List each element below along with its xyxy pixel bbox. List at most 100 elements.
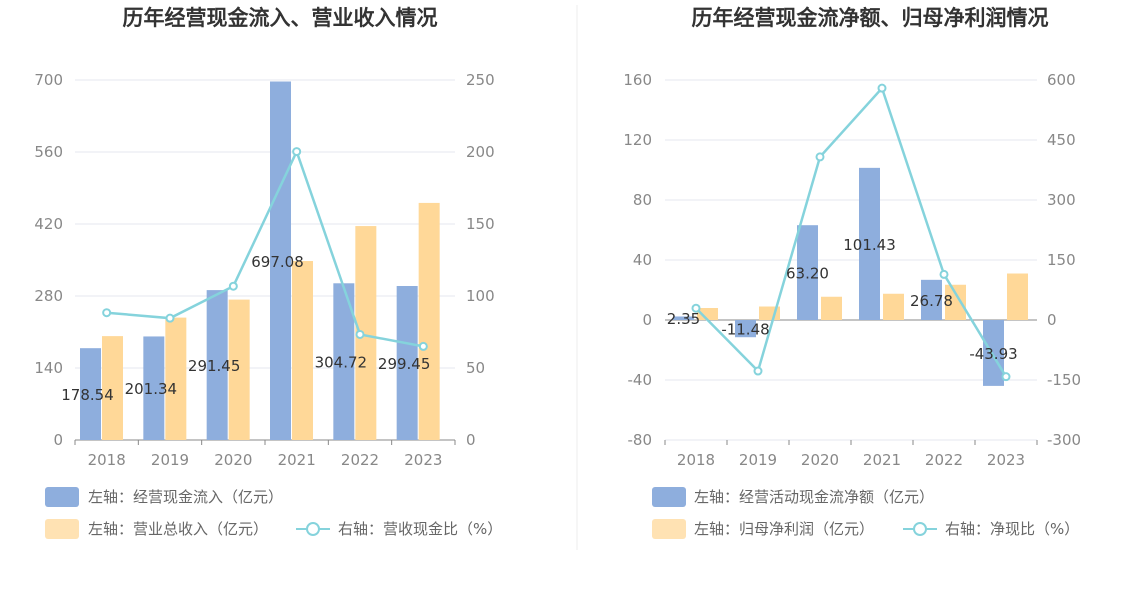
bar-primary	[921, 279, 942, 320]
data-label: 697.08	[251, 253, 304, 271]
x-axis-tick: 2019	[739, 451, 777, 469]
left-axis-tick: 40	[633, 251, 652, 269]
left-axis-tick: 700	[34, 71, 63, 89]
legend-label-netratio[interactable]: 右轴：净现比（%）	[945, 520, 1079, 538]
data-label: 63.20	[786, 265, 829, 283]
bar-secondary	[418, 202, 440, 440]
right-axis-tick: 100	[466, 287, 495, 305]
cashflow-revenue-chart: 历年经营现金流入、营业收入情况 700 250 560 200 420 150 280 100…	[34, 6, 502, 539]
bar-primary	[396, 285, 418, 440]
left-axis-tick: 560	[34, 143, 63, 161]
data-label: 299.45	[378, 355, 431, 373]
ratio-point	[877, 83, 887, 93]
legend-swatch-netprofit[interactable]	[652, 519, 686, 539]
data-label: 304.72	[315, 354, 368, 372]
left-axis-tick: 160	[623, 71, 652, 89]
ratio-point	[292, 147, 302, 157]
bar-secondary	[945, 284, 966, 320]
legend-label-inflow[interactable]: 左轴：经营现金流入（亿元）	[88, 488, 283, 506]
ratio-point	[418, 341, 428, 351]
chart-title: 历年经营现金流入、营业收入情况	[123, 6, 438, 30]
left-axis-tick: 120	[623, 131, 652, 149]
ratio-line	[106, 148, 424, 348]
bar-primary	[797, 225, 818, 320]
ratio-point	[815, 152, 825, 162]
bar-secondary	[821, 296, 842, 320]
right-axis-tick: 0	[466, 431, 476, 449]
ratio-point	[753, 366, 763, 376]
legend-line-icon[interactable]	[296, 522, 330, 536]
legend-line-icon[interactable]	[903, 522, 937, 536]
x-axis-tick: 2021	[278, 451, 316, 469]
data-label: 101.43	[843, 236, 896, 254]
right-axis-tick: 50	[466, 359, 485, 377]
right-axis-tick: 600	[1047, 71, 1076, 89]
left-axis-tick: 0	[53, 431, 63, 449]
data-label: 2.35	[667, 310, 700, 328]
data-label: 291.45	[188, 357, 241, 375]
legend-label-netprofit[interactable]: 左轴：归母净利润（亿元）	[694, 520, 874, 538]
data-label: 178.54	[61, 386, 114, 404]
ratio-point	[228, 281, 238, 291]
legend-swatch-netcash[interactable]	[652, 487, 686, 507]
legend-swatch-revenue[interactable]	[45, 519, 79, 539]
left-axis-tick: -40	[628, 371, 653, 389]
legend-label-netcash[interactable]: 左轴：经营活动现金流净额（亿元）	[694, 488, 934, 506]
bar-secondary	[883, 293, 904, 320]
x-axis-tick: 2018	[88, 451, 126, 469]
left-axis-tick: 280	[34, 287, 63, 305]
x-axis-tick: 2022	[341, 451, 379, 469]
left-axis-tick: 80	[633, 191, 652, 209]
left-axis-tick: 420	[34, 215, 63, 233]
x-axis-tick: 2022	[925, 451, 963, 469]
bar-primary	[206, 290, 228, 440]
right-axis-tick: 450	[1047, 131, 1076, 149]
x-axis-tick: 2020	[214, 451, 252, 469]
right-axis-tick: 200	[466, 143, 495, 161]
ratio-point	[1001, 372, 1011, 382]
data-label: 201.34	[125, 380, 178, 398]
bar-secondary	[102, 336, 123, 440]
right-axis-tick: -300	[1047, 431, 1081, 449]
ratio-line	[695, 85, 1008, 378]
legend: 左轴：经营现金流入（亿元） 左轴：营业总收入（亿元） 右轴：营收现金比（%）	[45, 487, 502, 539]
bar-primary	[673, 316, 694, 320]
right-axis-tick: 300	[1047, 191, 1076, 209]
x-axis-tick: 2019	[151, 451, 189, 469]
ratio-point	[355, 329, 365, 339]
bar-secondary	[697, 308, 718, 320]
ratio-point	[939, 269, 949, 279]
right-axis-tick: 150	[466, 215, 495, 233]
right-axis-tick: -150	[1047, 371, 1081, 389]
right-axis-tick: 0	[1047, 311, 1057, 329]
right-axis-tick: 150	[1047, 251, 1076, 269]
data-label: -11.48	[721, 321, 769, 339]
bar-primary	[143, 336, 165, 440]
legend-label-ratio[interactable]: 右轴：营收现金比（%）	[338, 520, 502, 538]
data-label: 26.78	[910, 292, 953, 310]
bar-primary	[270, 81, 291, 441]
bar-primary	[80, 348, 101, 440]
netcash-netprofit-chart: 历年经营现金流净额、归母净利润情况 160 600 120 450 80 300 40 150…	[623, 6, 1081, 539]
ratio-point	[691, 303, 701, 313]
x-axis-tick: 2023	[404, 451, 442, 469]
legend-label-revenue[interactable]: 左轴：营业总收入（亿元）	[88, 520, 268, 538]
x-axis-tick: 2018	[677, 451, 715, 469]
x-axis-tick: 2020	[801, 451, 839, 469]
bar-primary	[859, 167, 880, 320]
left-axis-tick: -80	[628, 431, 653, 449]
legend: 左轴：经营活动现金流净额（亿元） 左轴：归母净利润（亿元） 右轴：净现比（%）	[652, 487, 1079, 539]
left-axis-tick: 0	[642, 311, 652, 329]
bar-secondary	[165, 317, 187, 440]
chart-title: 历年经营现金流净额、归母净利润情况	[692, 6, 1049, 30]
x-axis-tick: 2021	[863, 451, 901, 469]
bar-secondary	[228, 299, 250, 440]
bar-primary	[735, 320, 756, 338]
bar-primary	[333, 283, 355, 440]
legend-swatch-inflow[interactable]	[45, 487, 79, 507]
bar-secondary	[355, 226, 377, 440]
x-axis-tick: 2023	[987, 451, 1025, 469]
bar-primary	[983, 320, 1004, 386]
ratio-point	[102, 308, 112, 318]
